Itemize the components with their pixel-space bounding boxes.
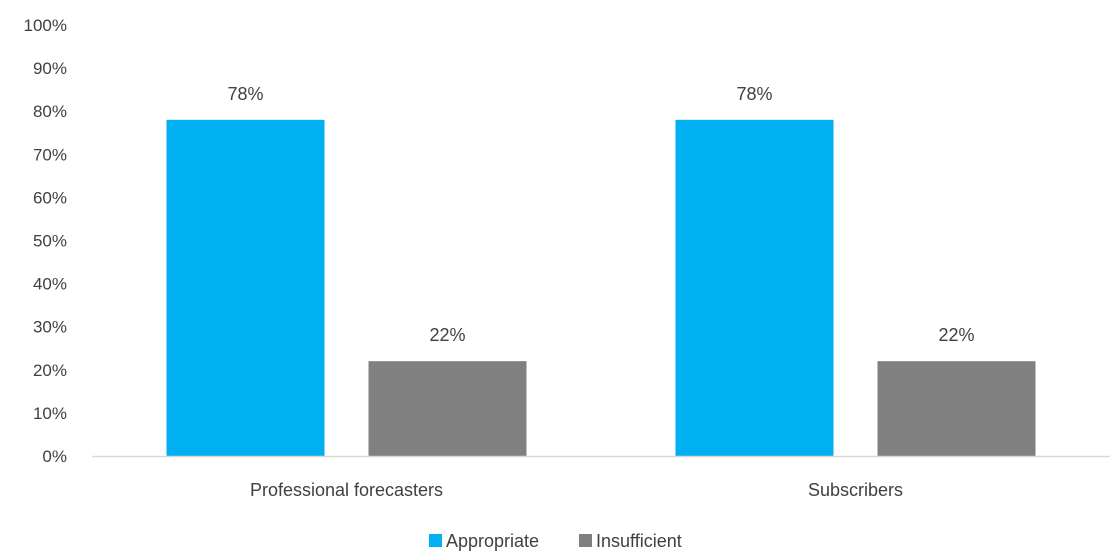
legend-label: Appropriate: [446, 531, 539, 551]
bar-appropriate-2: [675, 119, 834, 456]
x-axis: Professional forecasters Subscribers: [92, 455, 1110, 500]
y-tick-label: 100%: [24, 16, 67, 35]
data-labels: 78% 22% 78% 22%: [227, 84, 974, 345]
bar-insufficient-1: [368, 361, 527, 456]
y-tick-label: 10%: [33, 404, 67, 423]
y-axis: 0% 10% 20% 30% 40% 50% 60% 70% 80% 90% 100%: [24, 16, 67, 466]
legend-swatch-appropriate: [429, 534, 442, 547]
data-label: 78%: [736, 84, 772, 104]
y-tick-label: 20%: [33, 361, 67, 380]
y-tick-label: 90%: [33, 59, 67, 78]
bar-appropriate-1: [166, 119, 325, 456]
legend: Appropriate Insufficient: [429, 531, 682, 551]
bars: [166, 119, 1036, 456]
bar-insufficient-2: [877, 361, 1036, 456]
x-category-label: Subscribers: [808, 480, 903, 500]
data-label: 22%: [938, 325, 974, 345]
y-tick-label: 30%: [33, 318, 67, 337]
y-tick-label: 80%: [33, 102, 67, 121]
y-tick-label: 50%: [33, 232, 67, 251]
y-tick-label: 40%: [33, 275, 67, 294]
y-tick-label: 0%: [42, 447, 67, 466]
data-label: 22%: [429, 325, 465, 345]
legend-swatch-insufficient: [579, 534, 592, 547]
y-tick-label: 60%: [33, 188, 67, 207]
x-category-label: Professional forecasters: [250, 480, 443, 500]
legend-label: Insufficient: [596, 531, 682, 551]
data-label: 78%: [227, 84, 263, 104]
y-tick-label: 70%: [33, 145, 67, 164]
